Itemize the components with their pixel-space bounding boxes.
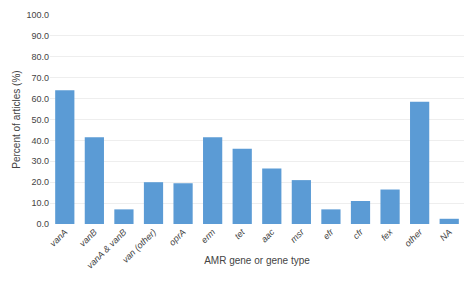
- svg-text:aac: aac: [259, 227, 277, 245]
- svg-text:50.0: 50.0: [31, 115, 49, 125]
- svg-text:vanA: vanA: [48, 227, 70, 249]
- svg-text:efr: efr: [321, 226, 336, 241]
- svg-text:10.0: 10.0: [31, 198, 49, 208]
- svg-text:AMR gene or gene type: AMR gene or gene type: [204, 255, 310, 266]
- svg-text:vanA & vanB: vanA & vanB: [85, 227, 129, 271]
- svg-text:20.0: 20.0: [31, 177, 49, 187]
- svg-text:30.0: 30.0: [31, 156, 49, 166]
- svg-text:msr: msr: [288, 226, 306, 244]
- svg-text:oprA: oprA: [167, 227, 188, 248]
- svg-text:90.0: 90.0: [31, 31, 49, 41]
- svg-text:Percent of articles (%): Percent of articles (%): [11, 70, 22, 168]
- svg-text:tet: tet: [233, 227, 247, 241]
- svg-text:vanB: vanB: [77, 227, 99, 249]
- svg-text:40.0: 40.0: [31, 136, 49, 146]
- svg-text:van (other): van (other): [120, 227, 158, 265]
- svg-text:NA: NA: [438, 227, 454, 243]
- svg-text:fex: fex: [379, 227, 395, 243]
- svg-text:60.0: 60.0: [31, 94, 49, 104]
- svg-text:0.0: 0.0: [36, 219, 49, 229]
- svg-text:70.0: 70.0: [31, 73, 49, 83]
- svg-text:cfr: cfr: [351, 226, 366, 241]
- svg-text:80.0: 80.0: [31, 52, 49, 62]
- svg-text:other: other: [403, 226, 425, 248]
- svg-text:erm: erm: [199, 227, 217, 245]
- svg-text:100.0: 100.0: [26, 10, 49, 20]
